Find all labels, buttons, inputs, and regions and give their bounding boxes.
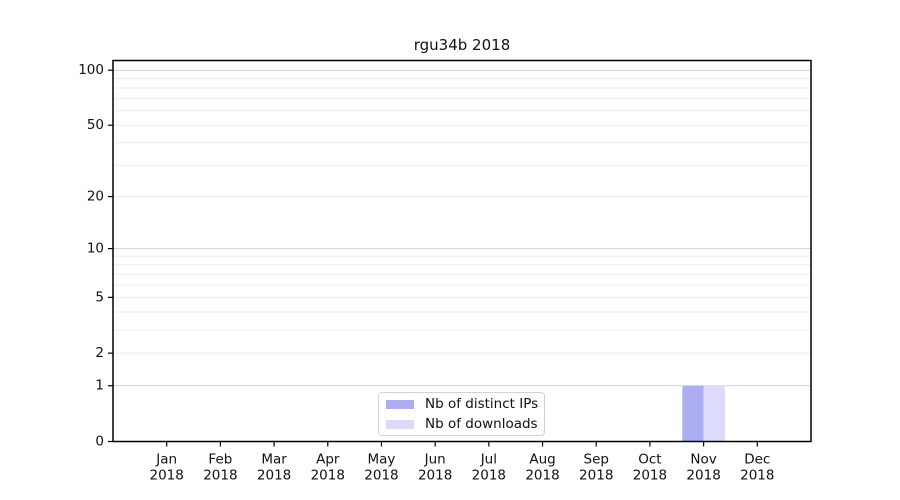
legend-label: Nb of distinct IPs xyxy=(425,395,539,412)
x-tick-label-year: 2018 xyxy=(150,468,184,484)
bar-distinct-ips-nov xyxy=(682,385,704,442)
bar-downloads-nov xyxy=(703,385,725,442)
x-tick-label-month: Dec xyxy=(744,452,770,468)
x-tick-label-year: 2018 xyxy=(257,468,291,484)
y-tick-label: 2 xyxy=(95,345,104,361)
x-tick-label-year: 2018 xyxy=(364,468,398,484)
x-tick-label-month: Jun xyxy=(424,452,446,468)
x-tick-label-month: Feb xyxy=(208,452,232,468)
y-tick-label: 1 xyxy=(95,378,104,394)
legend: Nb of distinct IPs Nb of downloads xyxy=(378,392,545,436)
x-tick-label-month: Sep xyxy=(584,452,609,468)
y-tick-label: 5 xyxy=(95,289,104,305)
legend-entry-downloads: Nb of downloads xyxy=(386,416,544,433)
legend-label: Nb of downloads xyxy=(425,415,538,432)
x-tick-label-year: 2018 xyxy=(579,468,613,484)
x-tick-label-month: Mar xyxy=(261,452,287,468)
x-tick-label-month: Apr xyxy=(316,452,340,468)
x-tick-label-year: 2018 xyxy=(686,468,720,484)
x-tick-label-month: Nov xyxy=(690,452,716,468)
x-tick-label-year: 2018 xyxy=(418,468,452,484)
x-tick-label-year: 2018 xyxy=(472,468,506,484)
x-tick-label-month: Oct xyxy=(638,452,661,468)
x-tick-label-month: Jan xyxy=(155,452,177,468)
x-tick-label-year: 2018 xyxy=(740,468,774,484)
y-tick-label: 0 xyxy=(95,434,104,450)
plot-border xyxy=(112,59,812,443)
chart-title: rgu34b 2018 xyxy=(413,36,511,54)
x-tick-label-month: Aug xyxy=(529,452,555,468)
x-tick-label-year: 2018 xyxy=(203,468,237,484)
x-tick-label-year: 2018 xyxy=(311,468,345,484)
x-tick-label-month: Jul xyxy=(480,452,497,468)
downloads-swatch-icon xyxy=(386,419,414,429)
y-tick-label: 50 xyxy=(87,117,104,133)
y-tick-label: 100 xyxy=(78,62,104,78)
x-tick-label-year: 2018 xyxy=(525,468,559,484)
y-tick-label: 20 xyxy=(87,189,104,205)
distinct-ips-swatch-icon xyxy=(386,399,414,409)
x-tick-label-month: May xyxy=(368,452,396,468)
x-tick-label-year: 2018 xyxy=(633,468,667,484)
y-tick-label: 10 xyxy=(87,241,104,257)
legend-entry-distinct-ips: Nb of distinct IPs xyxy=(386,396,544,413)
